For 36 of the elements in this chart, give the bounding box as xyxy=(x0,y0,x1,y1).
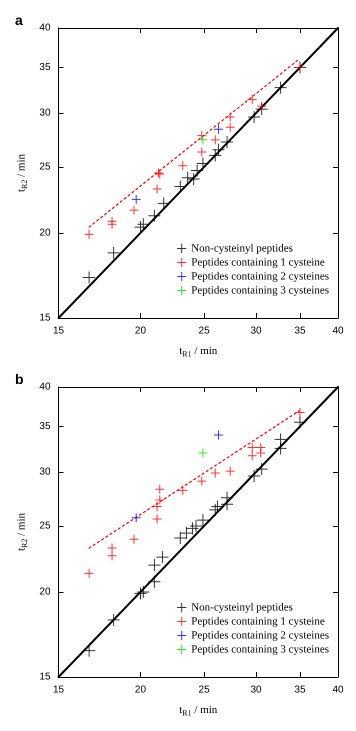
x-tick-label: 25 xyxy=(198,684,210,696)
legend-label: Peptides containing 3 cysteines xyxy=(191,644,329,656)
x-tick-label: 35 xyxy=(294,326,306,336)
x-tick-label: 15 xyxy=(52,684,65,696)
x-tick-label: 25 xyxy=(198,326,210,336)
x-tick-label: 35 xyxy=(294,684,306,696)
legend-label: Non-cysteinyl peptides xyxy=(191,602,293,614)
y-tick-label: 15 xyxy=(39,312,51,324)
y-tick-label: 20 xyxy=(39,227,51,238)
y-tick-label: 30 xyxy=(39,108,51,119)
y-tick-label: 40 xyxy=(39,22,51,34)
y-tick-label: 35 xyxy=(39,62,51,73)
x-tick-label: 30 xyxy=(250,326,262,336)
legend-label: Peptides containing 1 cysteine xyxy=(191,616,325,628)
chart-title: a xyxy=(15,12,23,28)
y-tick-label: 40 xyxy=(39,382,51,392)
x-tick-label: 20 xyxy=(134,684,146,696)
y-tick-label: 35 xyxy=(39,420,51,432)
chart-title: b xyxy=(15,371,24,387)
x-tick-label: 15 xyxy=(52,326,65,336)
y-tick-label: 20 xyxy=(39,586,51,598)
legend-label: Peptides containing 3 cysteines xyxy=(191,284,329,296)
legend-label: Peptides containing 2 cysteines xyxy=(191,630,329,642)
y-axis-title: tR2 / min xyxy=(16,153,29,192)
x-tick-label: 40 xyxy=(332,326,344,336)
x-tick-label: 20 xyxy=(134,326,146,336)
y-tick-label: 25 xyxy=(39,161,51,172)
y-tick-label: 30 xyxy=(39,466,51,478)
legend-label: Non-cysteinyl peptides xyxy=(191,242,293,254)
legend-label: Peptides containing 1 cysteine xyxy=(191,256,325,268)
x-tick-label: 40 xyxy=(332,684,344,696)
legend-label: Peptides containing 2 cysteines xyxy=(191,270,329,282)
x-tick-label: 30 xyxy=(250,684,262,696)
y-tick-label: 15 xyxy=(39,672,51,682)
y-axis-title: tR2 / min xyxy=(16,512,29,552)
y-tick-label: 25 xyxy=(39,520,51,532)
